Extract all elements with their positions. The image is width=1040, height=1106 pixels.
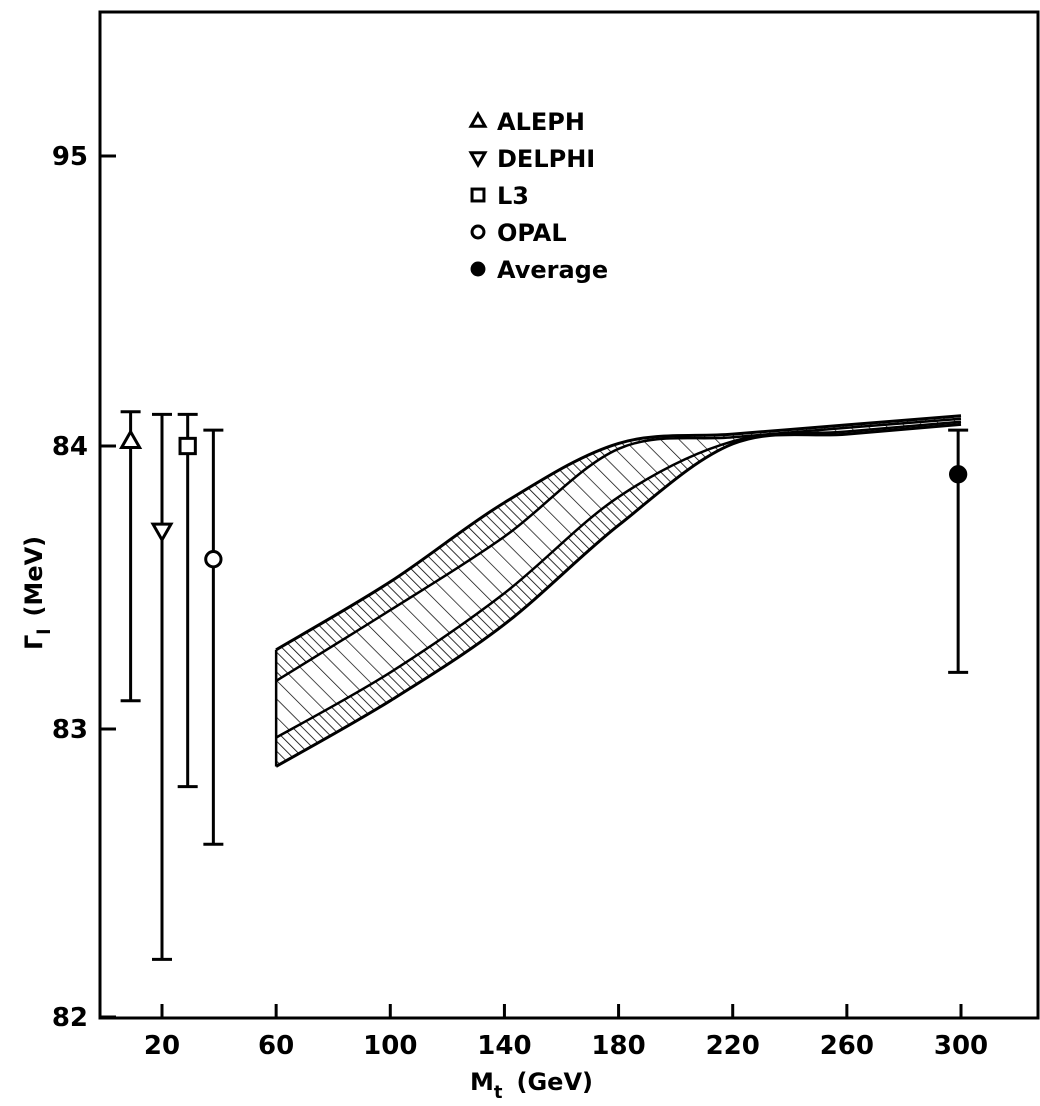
legend-marker-opal [470, 224, 486, 240]
y-tick-label: 82 [52, 1003, 88, 1033]
point-average [948, 428, 969, 674]
legend-marker-average [470, 261, 486, 277]
x-axis-label-sub: t [494, 1082, 503, 1103]
plot-frame [98, 10, 1040, 1020]
point-opal [203, 428, 224, 846]
marker-opal [204, 550, 223, 569]
y-tick-label: 95 [52, 142, 88, 172]
band-inner-hatch [276, 418, 962, 738]
band-inner-lower-edge [275, 420, 962, 739]
x-axis-label-main: M [470, 1068, 494, 1096]
point-l3 [177, 412, 198, 789]
data-points [119, 410, 969, 961]
x-tick-label: 20 [144, 1031, 180, 1061]
y-axis-label-unit: (MeV) [20, 536, 48, 617]
band-outer-upper-edge [275, 414, 962, 652]
legend-item-average: Average [470, 256, 608, 284]
y-axis-ticks: 82 83 84 95 [52, 142, 116, 1033]
y-axis-label-main: Γ [20, 635, 48, 650]
band-outer-lower-edge [275, 422, 962, 768]
x-tick-label: 60 [258, 1031, 294, 1061]
y-tick-label: 84 [52, 432, 88, 462]
marker-aleph [119, 428, 143, 449]
legend-item-opal: OPAL [470, 219, 567, 247]
x-tick-label: 220 [706, 1031, 760, 1061]
x-tick-label: 260 [820, 1031, 874, 1061]
marker-delphi [150, 522, 174, 543]
legend-label: OPAL [497, 219, 567, 247]
prediction-band [274, 414, 962, 768]
point-delphi [150, 412, 174, 961]
legend-item-l3: L3 [470, 182, 529, 210]
marker-l3 [178, 436, 197, 456]
x-axis-label-unit: (GeV) [517, 1068, 594, 1096]
point-aleph [119, 410, 143, 703]
y-tick-label: 83 [52, 715, 88, 745]
legend-marker-l3 [470, 187, 486, 203]
x-tick-label: 180 [591, 1031, 645, 1061]
marker-average [948, 465, 968, 484]
x-tick-label: 300 [934, 1031, 988, 1061]
legend-marker-delphi [468, 151, 488, 169]
y-axis-label-sub: l [34, 629, 55, 635]
legend-label: L3 [497, 182, 529, 210]
x-tick-label: 100 [363, 1031, 417, 1061]
y-axis-label: Γl (MeV) [20, 536, 55, 650]
legend-item-delphi: DELPHI [468, 145, 595, 173]
legend-label: Average [497, 256, 608, 284]
x-axis-ticks: 20 60 100 140 180 220 260 300 [144, 1004, 988, 1061]
legend: ALEPH DELPHI L3 OPAL Average [468, 108, 608, 284]
x-tick-label: 140 [477, 1031, 531, 1061]
x-axis-label: Mt (GeV) [470, 1068, 593, 1103]
legend-label: ALEPH [497, 108, 585, 136]
legend-label: DELPHI [497, 145, 595, 173]
band-inner-upper-edge [275, 417, 962, 682]
legend-marker-aleph [468, 110, 488, 128]
legend-item-aleph: ALEPH [468, 108, 585, 136]
